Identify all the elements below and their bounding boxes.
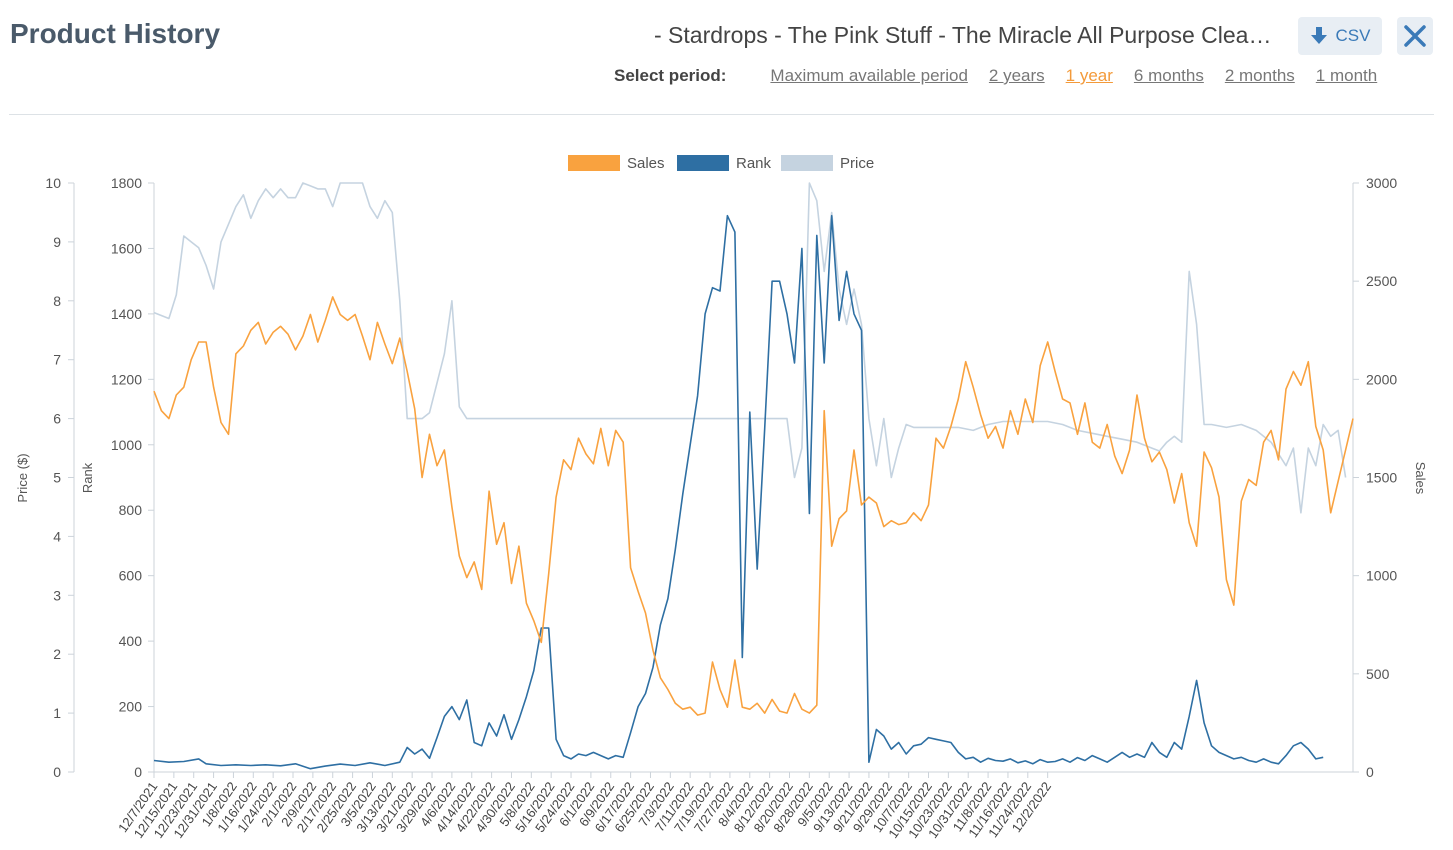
close-button[interactable] [1397, 17, 1433, 55]
rank-tick-label: 1200 [111, 371, 142, 387]
price-tick-label: 8 [53, 293, 61, 309]
legend-label-sales: Sales [627, 155, 665, 172]
close-icon [1404, 25, 1426, 47]
rank-tick-label: 800 [119, 502, 143, 518]
download-arrow-icon [1310, 27, 1327, 44]
period-option-2-months[interactable]: 2 months [1224, 66, 1295, 85]
period-option-2-years[interactable]: 2 years [988, 66, 1045, 85]
price-tick-label: 9 [53, 234, 61, 250]
rank-series-line [153, 214, 1324, 770]
legend-swatch-rank [677, 155, 729, 171]
csv-download-button[interactable]: CSV [1298, 17, 1382, 55]
rank-axis-title: Rank [80, 462, 95, 493]
period-option-6-months[interactable]: 6 months [1133, 66, 1204, 85]
csv-label: CSV [1335, 26, 1371, 45]
rank-tick-label: 600 [119, 568, 143, 584]
period-selector: Select period: Maximum available period … [614, 66, 1398, 86]
select-period-label: Select period: [614, 66, 727, 85]
period-option-1-month[interactable]: 1 month [1315, 66, 1378, 85]
legend-label-rank: Rank [736, 155, 772, 172]
sales-tick-label: 500 [1366, 666, 1390, 682]
price-tick-label: 1 [53, 705, 61, 721]
sales-tick-label: 3000 [1366, 175, 1397, 191]
rank-tick-label: 0 [134, 764, 142, 780]
price-tick-label: 6 [53, 411, 61, 427]
price-tick-label: 0 [53, 764, 61, 780]
price-tick-label: 2 [53, 646, 61, 662]
header-divider [9, 114, 1434, 115]
rank-tick-label: 1000 [111, 437, 142, 453]
price-axis-title: Price ($) [15, 453, 30, 502]
price-tick-label: 3 [53, 587, 61, 603]
legend-label-price: Price [840, 155, 874, 172]
rank-tick-label: 1400 [111, 306, 142, 322]
period-option-maximum[interactable]: Maximum available period [770, 66, 968, 85]
sales-tick-label: 1000 [1366, 568, 1397, 584]
sales-series-line [153, 296, 1354, 716]
period-option-1-year[interactable]: 1 year [1065, 66, 1113, 85]
price-tick-label: 7 [53, 352, 61, 368]
page-title: Product History [10, 18, 221, 49]
price-tick-label: 4 [53, 528, 61, 544]
legend-swatch-sales [568, 155, 620, 171]
legend-swatch-price [781, 155, 833, 171]
rank-tick-label: 1800 [111, 175, 142, 191]
price-tick-label: 10 [45, 175, 61, 191]
rank-tick-label: 200 [119, 699, 143, 715]
rank-tick-label: 400 [119, 633, 143, 649]
sales-tick-label: 2000 [1366, 371, 1397, 387]
sales-tick-label: 2500 [1366, 273, 1397, 289]
price-tick-label: 5 [53, 470, 61, 486]
rank-tick-label: 1600 [111, 240, 142, 256]
price-series-line [153, 182, 1347, 514]
sales-tick-label: 0 [1366, 764, 1374, 780]
sales-axis-title: Sales [1413, 462, 1428, 495]
sales-tick-label: 1500 [1366, 470, 1397, 486]
